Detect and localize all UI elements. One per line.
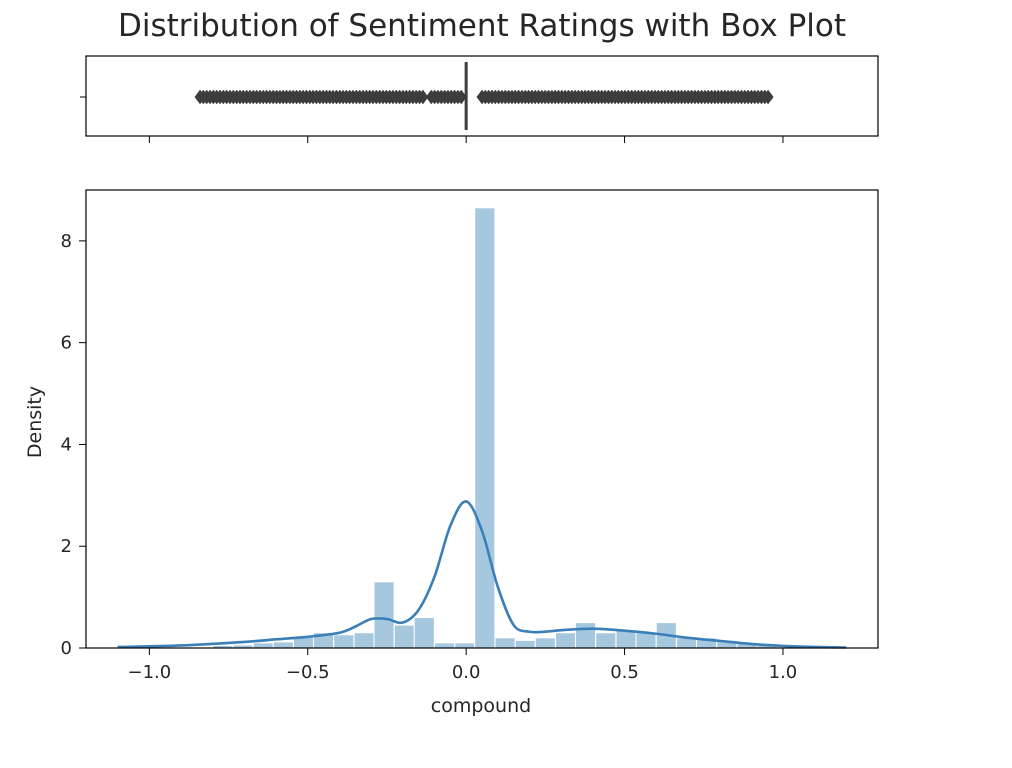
histogram-bar bbox=[494, 637, 516, 649]
histogram-bar bbox=[534, 637, 556, 649]
x-tick-label: 0.0 bbox=[452, 662, 481, 683]
chart-title: Distribution of Sentiment Ratings with B… bbox=[117, 8, 846, 44]
histogram-bar bbox=[353, 632, 375, 649]
y-tick-label: 4 bbox=[61, 434, 72, 455]
histogram-bar bbox=[413, 616, 435, 649]
histogram-bar bbox=[454, 642, 476, 649]
histogram-bar bbox=[554, 632, 577, 649]
histogram-bar bbox=[615, 629, 637, 649]
x-tick-label: −0.5 bbox=[286, 662, 330, 683]
histogram-bar bbox=[272, 641, 294, 649]
y-tick-label: 2 bbox=[61, 536, 72, 557]
histogram-bar bbox=[433, 642, 456, 649]
x-tick-label: 1.0 bbox=[769, 662, 798, 683]
histogram-bar bbox=[574, 622, 597, 649]
y-axis-label: Density bbox=[24, 386, 46, 458]
histogram-bar bbox=[514, 639, 536, 649]
x-tick-label: 0.5 bbox=[610, 662, 639, 683]
histogram-bar bbox=[635, 632, 657, 649]
kde-curve bbox=[117, 500, 847, 649]
histogram-bar bbox=[333, 634, 355, 649]
histogram-bar bbox=[393, 624, 415, 649]
histogram-panel: −1.0 −0.5 0.0 0.5 1.0 0 2 4 6 8 bbox=[61, 189, 879, 683]
x-axis-label: compound bbox=[431, 695, 531, 717]
hist-panel-frame bbox=[85, 189, 879, 649]
histogram-bar bbox=[252, 642, 274, 649]
box-plot-panel bbox=[80, 55, 879, 143]
histogram-bar bbox=[595, 632, 617, 649]
histogram-bar bbox=[373, 581, 395, 649]
box-panel-frame bbox=[85, 55, 879, 137]
histogram-bar bbox=[474, 207, 496, 649]
box-outlier-point bbox=[417, 89, 429, 105]
y-tick-label: 8 bbox=[61, 231, 72, 252]
x-tick-label: −1.0 bbox=[128, 662, 172, 683]
box-outlier-point bbox=[762, 89, 774, 105]
y-tick-label: 6 bbox=[61, 333, 72, 354]
y-tick-label: 0 bbox=[61, 638, 72, 659]
